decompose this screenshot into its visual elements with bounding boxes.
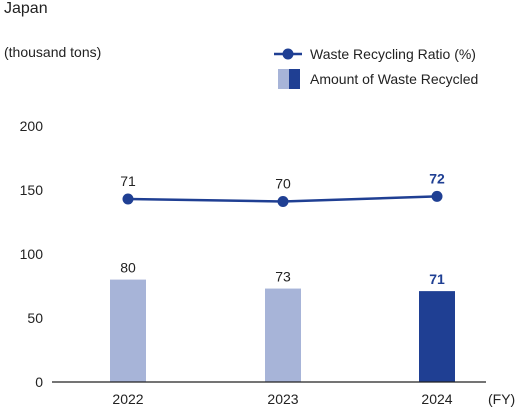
ratio-value-labels: 71 70 72 [120,170,445,191]
y-tick-label: 50 [27,310,43,326]
legend-line-marker [282,48,294,60]
y-tick-label: 200 [20,118,44,134]
ratio-value-label: 72 [429,170,445,186]
ratio-point [122,193,134,205]
ratio-value-label: 71 [120,173,136,189]
bar [110,279,146,382]
legend-bar-swatch-dark [289,69,300,89]
legend-label-ratio: Waste Recycling Ratio (%) [310,46,476,62]
y-axis: 0 50 100 150 200 [20,118,44,390]
bar-series [110,279,455,382]
y-tick-label: 150 [20,182,44,198]
x-axis: 2022 2023 2024 [112,391,452,407]
bar-value-label: 80 [120,260,136,276]
y-tick-label: 0 [35,374,43,390]
bar-value-label: 71 [429,271,445,287]
bar [419,291,455,382]
legend: Waste Recycling Ratio (%) Amount of Wast… [274,46,478,89]
y-axis-unit-label: (thousand tons) [4,44,101,60]
bar-value-labels: 80 73 71 [120,260,445,288]
x-tick-label: 2023 [267,391,298,407]
x-tick-label: 2022 [112,391,143,407]
ratio-line-series [122,190,443,208]
x-tick-label: 2024 [421,391,452,407]
bar [265,288,301,382]
y-tick-label: 100 [20,246,44,262]
legend-bar-swatch-light [278,69,289,89]
legend-label-amount: Amount of Waste Recycled [310,71,478,87]
x-axis-unit-label: (FY) [488,391,515,407]
ratio-value-label: 70 [275,176,291,192]
ratio-point [277,196,289,208]
chart-title: Japan [4,0,48,17]
ratio-point [431,190,443,202]
bar-value-label: 73 [275,269,291,285]
